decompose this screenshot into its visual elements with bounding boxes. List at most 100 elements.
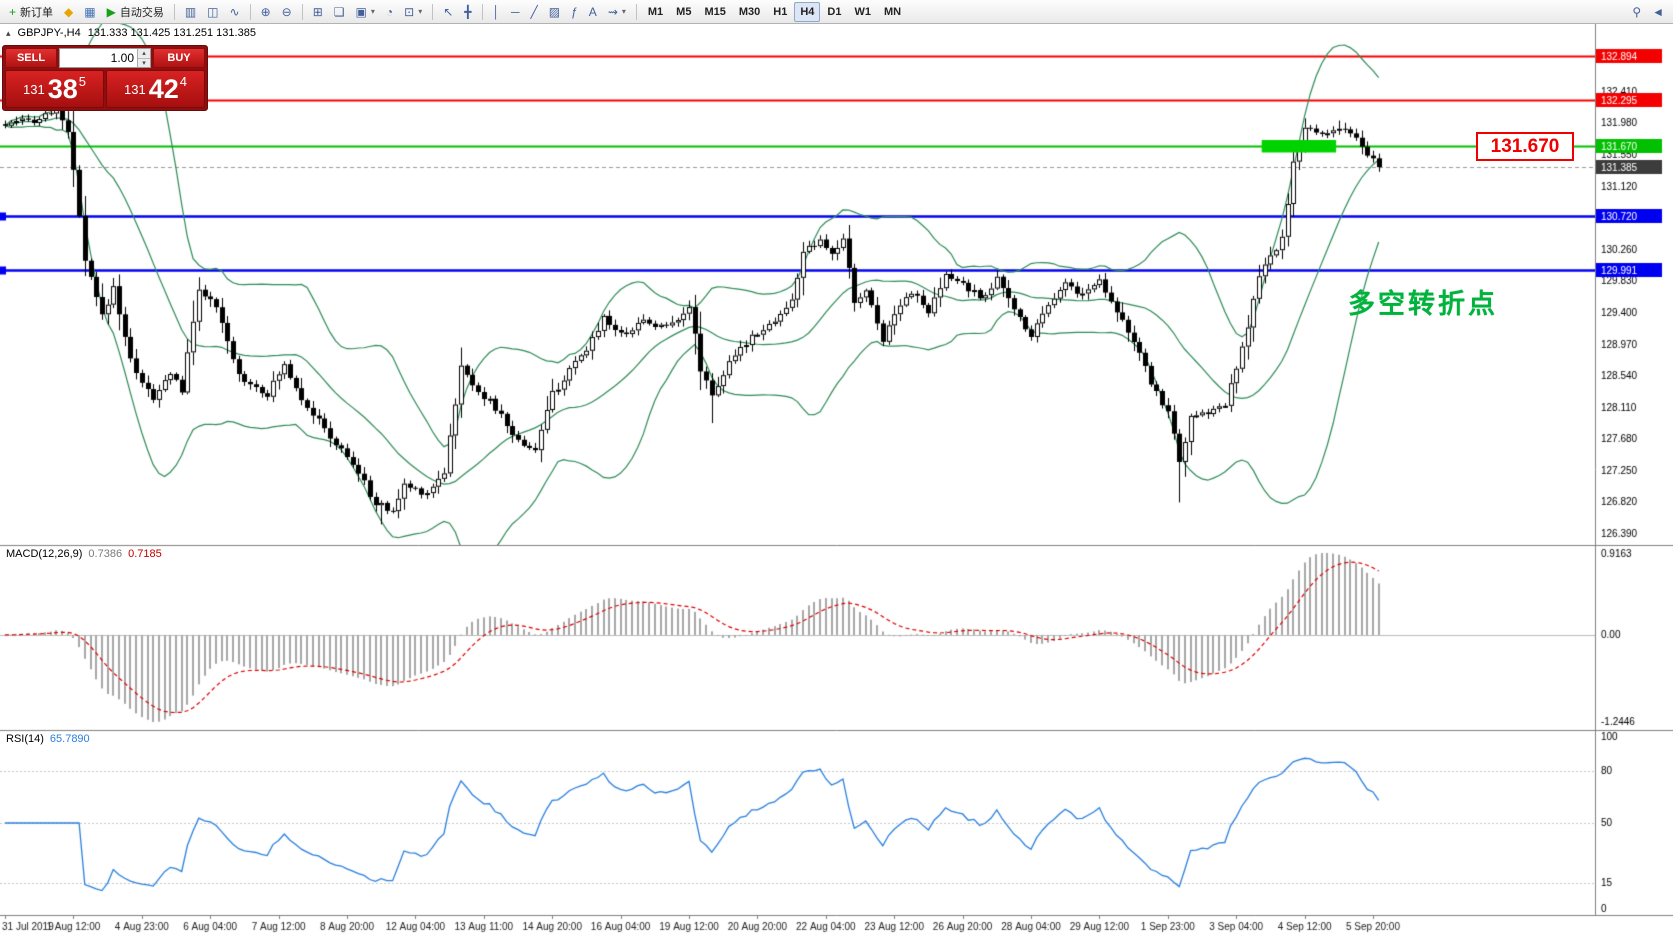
timeframe-m30-button[interactable]: M30: [733, 2, 766, 22]
toolbar-separator: [432, 3, 434, 20]
template-button[interactable]: ⊡ ▾: [399, 2, 427, 22]
dropdown-caret-icon: ▾: [621, 7, 626, 16]
play-icon: ▶: [106, 4, 116, 19]
candlestick-icon: ◫: [207, 4, 219, 19]
timeframe-m1-button[interactable]: M1: [642, 2, 669, 22]
timeframe-m5-button-label: M5: [676, 5, 692, 18]
timeframe-mn-button[interactable]: MN: [878, 2, 907, 22]
tile-windows-icon: ⊞: [312, 4, 323, 19]
timeframe-w1-button-label: W1: [854, 5, 871, 18]
crosshair-button[interactable]: ╋: [459, 2, 476, 22]
price-chart-canvas[interactable]: [0, 24, 1673, 945]
rsi-name: RSI(14): [6, 733, 44, 745]
timeframe-m15-button[interactable]: M15: [698, 2, 731, 22]
trendline-button[interactable]: ╱: [526, 2, 543, 22]
chart-expand-icon[interactable]: ▴: [6, 27, 11, 38]
metaquotes-button[interactable]: ◆: [59, 2, 78, 22]
timeframe-h1-button[interactable]: H1: [767, 2, 793, 22]
chart-title: ▴ GBPJPY-,H4 131.333 131.425 131.251 131…: [6, 27, 256, 39]
vertical-line-button[interactable]: │: [488, 2, 506, 22]
macd-indicator-label: MACD(12,26,9) 0.7386 0.7185: [6, 548, 162, 560]
sell-price-head: 131: [23, 81, 45, 97]
one-click-trading-panel: SELL ▴ ▾ BUY 131 38 5 131: [2, 45, 208, 111]
zoom-in-icon: ⊕: [260, 4, 271, 19]
channel-button[interactable]: ▨: [544, 2, 565, 22]
grid-panel-icon: ▦: [84, 4, 96, 19]
timeframe-m15-button-label: M15: [704, 5, 726, 18]
price-label-box[interactable]: 131.670: [1476, 132, 1574, 161]
autotrading-button-label: 自动交易: [119, 6, 164, 19]
sell-price-big: 38: [47, 73, 78, 104]
main-toolbar: + 新订单 ◆ ▦ ▶ 自动交易 ▥ ◫ ∿ ⊕ ⊖ ⊞ ❏ ▣ ▾ ◔ ⊡ ▾ ↖ ╋ │ ─ ╱ ▨ ƒ A ⇝ ▾ M1 M5 M15…: [0, 0, 1673, 24]
bar-chart-button[interactable]: ▥: [180, 2, 201, 22]
new-chart-button[interactable]: ▣ ▾: [351, 2, 380, 22]
crosshair-icon: ╋: [464, 4, 472, 19]
macd-name: MACD(12,26,9): [6, 548, 83, 560]
timeframe-m1-button-label: M1: [647, 5, 664, 18]
timeframe-h4-button-label: H4: [800, 5, 815, 18]
timeframe-d1-button[interactable]: D1: [821, 2, 847, 22]
back-button[interactable]: ◄: [1647, 2, 1669, 22]
search-button[interactable]: ⚲: [1627, 2, 1646, 22]
buy-price-button[interactable]: 131 42 4: [106, 70, 205, 108]
cascade-windows-button[interactable]: ❏: [329, 2, 350, 22]
plus-icon: +: [9, 4, 17, 19]
chart-window: ▴ GBPJPY-,H4 131.333 131.425 131.251 131…: [0, 24, 1673, 945]
volume-decrease-button[interactable]: ▾: [142, 60, 146, 67]
text-icon: A: [588, 4, 597, 19]
text-tool-button[interactable]: A: [584, 2, 602, 22]
trendline-icon: ╱: [530, 4, 538, 19]
tile-windows-button[interactable]: ⊞: [308, 2, 328, 22]
period-button[interactable]: ◔: [381, 2, 398, 22]
timeframe-h4-button[interactable]: H4: [794, 1, 821, 22]
rsi-value: 65.7890: [49, 733, 90, 745]
toolbar-separator: [301, 3, 303, 20]
bar-chart-icon: ▥: [184, 4, 197, 19]
dropdown-caret-icon: ▾: [418, 7, 423, 16]
volume-input[interactable]: [60, 49, 137, 67]
toolbar-separator: [635, 3, 637, 20]
timeframe-m30-button-label: M30: [738, 5, 761, 18]
search-icon: ⚲: [1632, 4, 1642, 19]
sell-button[interactable]: SELL: [5, 48, 57, 68]
zoom-in-button[interactable]: ⊕: [256, 2, 276, 22]
new-order-button[interactable]: + 新订单: [4, 2, 58, 22]
macd-main-value: 0.7386: [88, 548, 123, 560]
line-chart-icon: ∿: [229, 4, 240, 19]
horizontal-line-button[interactable]: ─: [506, 2, 525, 22]
new-order-button-label: 新订单: [20, 6, 54, 19]
macd-signal-value: 0.7185: [128, 548, 162, 560]
buy-button[interactable]: BUY: [153, 48, 205, 68]
cursor-button[interactable]: ↖: [438, 2, 458, 22]
template-icon: ⊡: [404, 4, 415, 19]
dropdown-caret-icon: ▾: [370, 7, 375, 16]
arrows-tool-button[interactable]: ⇝ ▾: [603, 2, 631, 22]
toolbar-separator: [249, 3, 251, 20]
timeframe-mn-button-label: MN: [883, 5, 902, 18]
chart-symbol-period: GBPJPY-,H4: [17, 27, 81, 39]
buy-price-head: 131: [124, 81, 146, 97]
arrows-icon: ⇝: [607, 4, 618, 19]
horizontal-line-icon: ─: [511, 4, 520, 19]
vertical-line-icon: │: [492, 4, 501, 19]
zoom-out-button[interactable]: ⊖: [277, 2, 297, 22]
zoom-out-icon: ⊖: [281, 4, 292, 19]
chart-annotation-text: 多空转折点: [1348, 289, 1498, 319]
back-arrow-icon: ◄: [1652, 4, 1664, 19]
timeframe-w1-button[interactable]: W1: [848, 2, 877, 22]
market-watch-button[interactable]: ▦: [79, 2, 100, 22]
buy-price-big: 42: [148, 73, 179, 104]
autotrading-button[interactable]: ▶ 自动交易: [102, 2, 169, 22]
sell-price-button[interactable]: 131 38 5: [5, 70, 104, 108]
volume-increase-button[interactable]: ▴: [138, 49, 150, 59]
candlestick-chart-button[interactable]: ◫: [202, 2, 223, 22]
channel-icon: ▨: [548, 4, 561, 19]
timeframe-m5-button[interactable]: M5: [670, 2, 697, 22]
new-chart-icon: ▣: [355, 4, 367, 19]
fibonacci-button[interactable]: ƒ: [566, 2, 583, 22]
toolbar-separator: [173, 3, 175, 20]
cascade-windows-icon: ❏: [333, 4, 345, 19]
fibonacci-icon: ƒ: [571, 4, 578, 19]
line-chart-button[interactable]: ∿: [225, 2, 245, 22]
